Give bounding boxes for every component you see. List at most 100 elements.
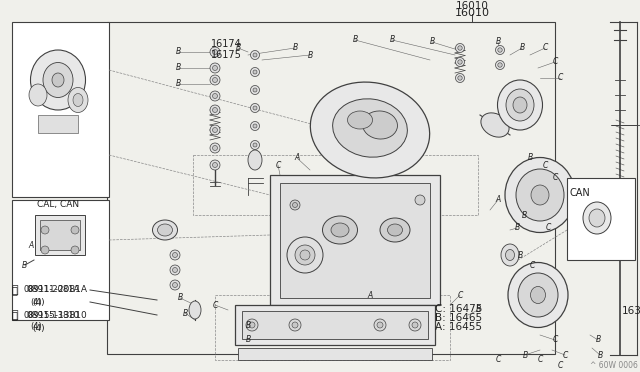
Ellipse shape [157, 224, 173, 236]
Text: C: C [557, 360, 563, 369]
Text: B: B [245, 336, 251, 344]
Text: B: 16465: B: 16465 [435, 313, 483, 323]
Text: C: C [552, 173, 557, 183]
Text: CAN: CAN [570, 188, 591, 198]
Ellipse shape [43, 62, 73, 97]
Text: 16010: 16010 [456, 1, 488, 11]
Circle shape [289, 319, 301, 331]
Ellipse shape [323, 216, 358, 244]
Ellipse shape [506, 89, 534, 121]
Bar [242, 311, 428, 339]
Text: 08911-2081A: 08911-2081A [24, 285, 80, 295]
Circle shape [377, 322, 383, 328]
Ellipse shape [531, 286, 545, 304]
Text: C: 16475: C: 16475 [435, 304, 483, 314]
Bar [35, 215, 85, 255]
Bar [38, 115, 78, 133]
Text: 16175: 16175 [211, 50, 242, 60]
Circle shape [253, 70, 257, 74]
Circle shape [412, 322, 418, 328]
Circle shape [249, 322, 255, 328]
Circle shape [495, 45, 504, 55]
Circle shape [292, 322, 298, 328]
Circle shape [173, 253, 177, 257]
Circle shape [71, 246, 79, 254]
Circle shape [170, 265, 180, 275]
Text: 08911-2081A: 08911-2081A [26, 285, 87, 295]
Circle shape [212, 108, 218, 112]
Circle shape [210, 47, 220, 57]
Text: B: B [597, 350, 603, 359]
Text: B: B [236, 44, 241, 52]
Text: B: B [515, 224, 520, 232]
Text: ⓝ: ⓝ [12, 310, 18, 320]
Ellipse shape [333, 99, 407, 157]
Circle shape [253, 124, 257, 128]
Circle shape [458, 60, 462, 64]
Circle shape [212, 77, 218, 83]
Bar [215, 295, 450, 360]
Bar [235, 305, 435, 345]
Circle shape [495, 61, 504, 70]
Text: C: C [552, 58, 557, 67]
Ellipse shape [583, 202, 611, 234]
Circle shape [250, 67, 259, 77]
Circle shape [210, 105, 220, 115]
Bar [107, 22, 555, 354]
Bar [40, 220, 80, 250]
Ellipse shape [362, 111, 397, 139]
Circle shape [617, 207, 623, 213]
Ellipse shape [387, 224, 403, 236]
Text: 08915-13810: 08915-13810 [24, 311, 80, 320]
Text: C: C [542, 160, 548, 170]
Text: B: B [389, 35, 395, 45]
Text: (4): (4) [32, 324, 45, 333]
Ellipse shape [516, 169, 564, 221]
Circle shape [250, 141, 259, 150]
Circle shape [210, 63, 220, 73]
Text: C: C [542, 44, 548, 52]
Text: A: A [28, 241, 33, 250]
Circle shape [253, 143, 257, 147]
Ellipse shape [348, 111, 372, 129]
Text: C: C [563, 350, 568, 359]
Circle shape [212, 93, 218, 99]
Circle shape [41, 246, 49, 254]
Ellipse shape [152, 220, 177, 240]
Text: C: C [557, 74, 563, 83]
Circle shape [173, 267, 177, 273]
Ellipse shape [31, 50, 86, 110]
Circle shape [246, 319, 258, 331]
Text: 16010: 16010 [454, 8, 490, 18]
Text: B: B [429, 38, 435, 46]
Ellipse shape [505, 157, 575, 232]
Text: C: C [538, 356, 543, 365]
Text: B: B [517, 250, 523, 260]
Circle shape [456, 58, 465, 67]
Text: B: B [175, 48, 180, 57]
Text: ⓝ: ⓝ [12, 285, 19, 295]
Circle shape [210, 75, 220, 85]
Circle shape [250, 122, 259, 131]
Bar [238, 348, 432, 360]
Text: A: 16455: A: 16455 [435, 323, 482, 332]
Circle shape [300, 250, 310, 260]
Text: B: B [22, 260, 28, 269]
Text: B: B [307, 51, 312, 60]
Text: B: B [522, 211, 527, 219]
Text: 16174: 16174 [211, 39, 242, 49]
Circle shape [253, 88, 257, 92]
Bar [567, 178, 635, 260]
Text: ^ 60W 0006: ^ 60W 0006 [590, 360, 638, 369]
Text: B: B [476, 305, 481, 314]
Bar [193, 155, 478, 215]
Text: B: B [245, 321, 251, 330]
Ellipse shape [513, 97, 527, 113]
Ellipse shape [518, 273, 558, 317]
Circle shape [250, 86, 259, 94]
Text: 08915-13810: 08915-13810 [26, 311, 87, 320]
Text: (4): (4) [32, 298, 45, 308]
Ellipse shape [497, 80, 543, 130]
Ellipse shape [68, 87, 88, 112]
Text: B: B [175, 64, 180, 73]
